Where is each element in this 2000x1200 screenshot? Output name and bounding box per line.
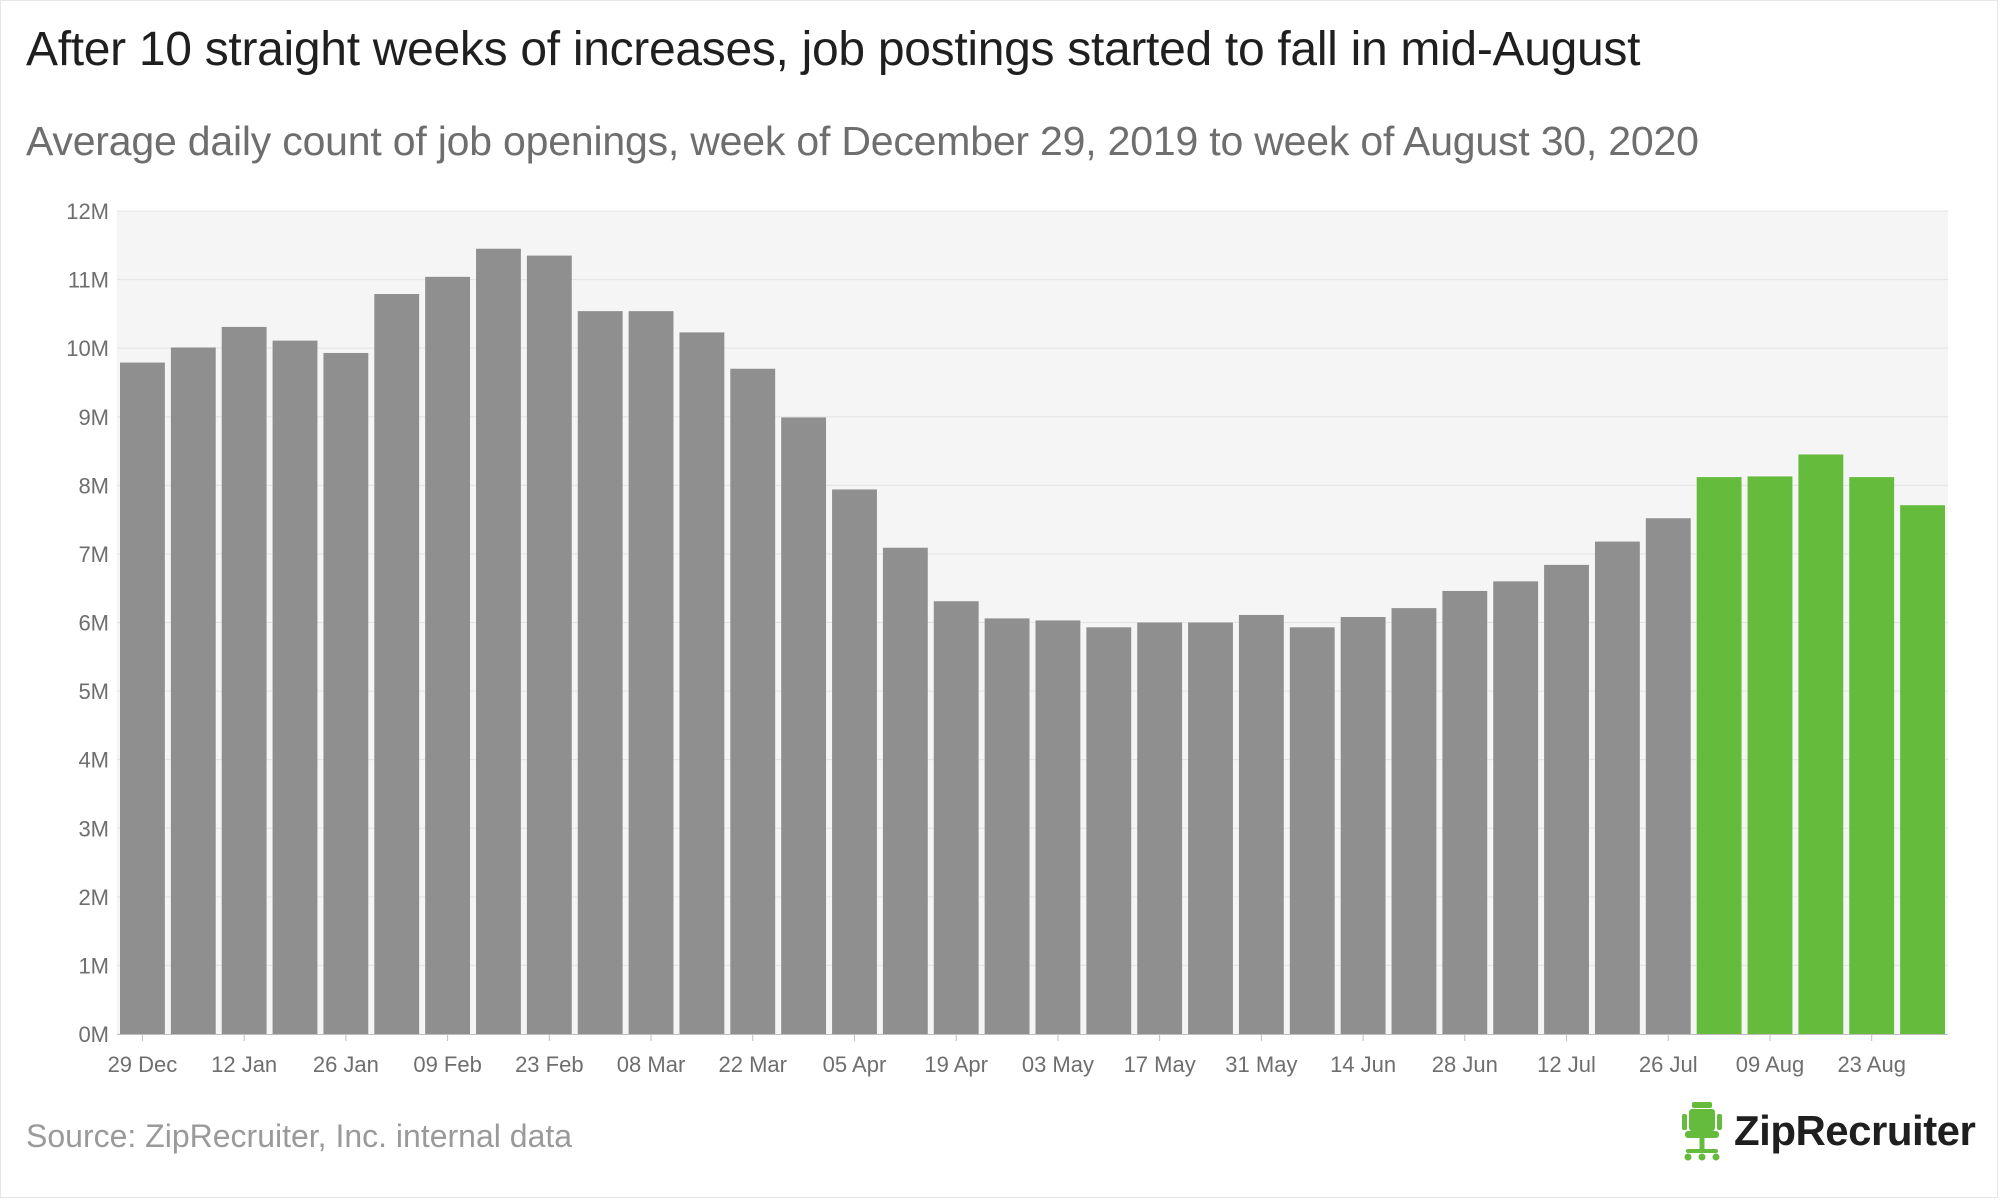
bar-23-feb[interactable] <box>526 255 572 1034</box>
bar-14-jun[interactable] <box>1340 617 1386 1034</box>
x-tick-label: 19 Apr <box>924 1052 988 1077</box>
bar-19-apr[interactable] <box>933 601 979 1034</box>
x-tick-label: 12 Jul <box>1537 1052 1596 1077</box>
x-tick-label: 03 May <box>1022 1052 1094 1077</box>
y-tick-label: 9M <box>78 405 109 430</box>
x-tick-label: 28 Jun <box>1432 1052 1498 1077</box>
bar-01-mar[interactable] <box>577 311 623 1034</box>
chart-subtitle: Average daily count of job openings, wee… <box>26 118 1699 164</box>
x-tick-label: 09 Aug <box>1736 1052 1805 1077</box>
bar-09-feb[interactable] <box>425 276 471 1035</box>
x-tick-label: 17 May <box>1124 1052 1196 1077</box>
y-tick-label: 12M <box>66 199 109 224</box>
chart-title: After 10 straight weeks of increases, jo… <box>26 23 1641 76</box>
bar-23-aug[interactable] <box>1849 477 1895 1035</box>
gridlines <box>117 210 1948 966</box>
x-tick-label: 23 Aug <box>1837 1052 1906 1077</box>
x-tick-label: 12 Jan <box>211 1052 277 1077</box>
bar-02-feb[interactable] <box>374 293 420 1034</box>
bar-28-jun[interactable] <box>1442 590 1488 1034</box>
y-tick-label: 2M <box>78 885 109 910</box>
y-tick-label: 4M <box>78 748 109 773</box>
y-tick-label: 1M <box>78 953 109 978</box>
bar-02-aug[interactable] <box>1696 477 1742 1035</box>
y-tick-label: 11M <box>68 268 109 293</box>
bar-07-jun[interactable] <box>1289 627 1335 1034</box>
bar-30-aug[interactable] <box>1900 505 1945 1035</box>
bar-26-jan[interactable] <box>323 352 369 1035</box>
y-axis-labels: 0M 1M 2M 3M 4M 5M 6M 7M 8M 9M 10M 11M 12M <box>66 199 109 1047</box>
bar-31-may[interactable] <box>1238 614 1284 1034</box>
x-tick-label: 22 Mar <box>719 1052 787 1077</box>
x-tick-label: 09 Feb <box>413 1052 482 1077</box>
bar-17-may[interactable] <box>1137 622 1183 1035</box>
bar-29-dec[interactable] <box>120 362 165 1034</box>
bar-12-jan[interactable] <box>221 326 267 1034</box>
y-tick-label: 6M <box>78 611 109 636</box>
bars <box>120 248 1945 1035</box>
bar-16-aug[interactable] <box>1798 454 1844 1035</box>
bar-26-apr[interactable] <box>984 618 1030 1034</box>
x-tick-label: 26 Jan <box>313 1052 379 1077</box>
bar-19-jul[interactable] <box>1594 541 1640 1034</box>
y-tick-label: 8M <box>78 473 109 498</box>
y-tick-label: 10M <box>66 336 109 361</box>
bar-09-aug[interactable] <box>1747 476 1793 1034</box>
x-axis-labels: 29 Dec 12 Jan 26 Jan 09 Feb 23 Feb 08 Mar 22 M… <box>108 1034 1906 1077</box>
bar-12-jul[interactable] <box>1544 564 1589 1034</box>
bar-16-feb[interactable] <box>476 248 521 1035</box>
x-tick-label: 26 Jul <box>1639 1052 1698 1077</box>
chair-icon <box>1682 1102 1722 1161</box>
bar-15-mar[interactable] <box>679 332 725 1034</box>
bar-26-jul[interactable] <box>1645 518 1691 1034</box>
x-tick-label: 08 Mar <box>617 1052 685 1077</box>
bar-19-jan[interactable] <box>272 340 318 1034</box>
x-tick-label: 31 May <box>1225 1052 1297 1077</box>
bar-10-may[interactable] <box>1086 627 1132 1034</box>
bar-21-jun[interactable] <box>1391 608 1437 1034</box>
bar-05-apr[interactable] <box>832 489 877 1034</box>
bar-05-jul[interactable] <box>1493 581 1539 1034</box>
source-note: Source: ZipRecruiter, Inc. internal data <box>26 1118 573 1154</box>
ziprecruiter-logo[interactable]: ZipRecruiter <box>1680 1096 1976 1166</box>
bar-24-may[interactable] <box>1188 622 1233 1035</box>
y-tick-label: 0M <box>78 1022 109 1047</box>
y-tick-label: 3M <box>78 816 109 841</box>
x-tick-label: 29 Dec <box>108 1052 178 1077</box>
logo-wordmark: ZipRecruiter <box>1734 1107 1976 1154</box>
x-tick-label: 14 Jun <box>1330 1052 1396 1077</box>
bar-22-mar[interactable] <box>730 368 776 1034</box>
x-tick-label: 05 Apr <box>823 1052 887 1077</box>
bar-12-apr[interactable] <box>882 547 928 1034</box>
bar-05-jan[interactable] <box>170 347 216 1035</box>
y-tick-label: 7M <box>78 542 109 567</box>
bar-08-mar[interactable] <box>628 311 674 1034</box>
bar-29-mar[interactable] <box>781 417 827 1034</box>
y-tick-label: 5M <box>78 679 109 704</box>
bar-03-may[interactable] <box>1035 620 1081 1034</box>
x-tick-label: 23 Feb <box>515 1052 584 1077</box>
